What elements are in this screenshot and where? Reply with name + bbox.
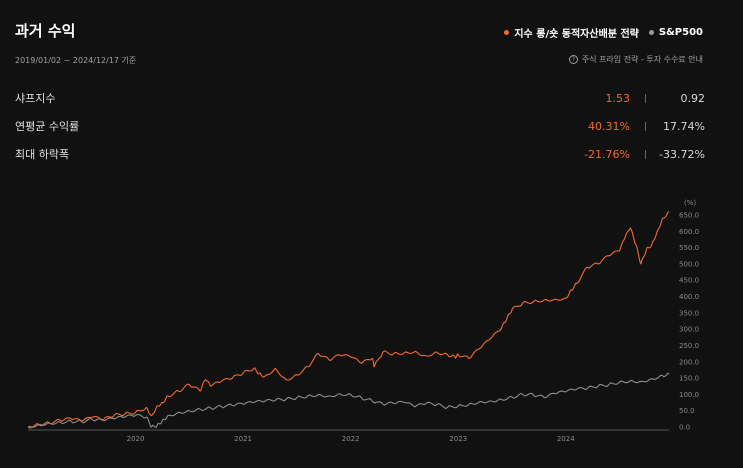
metric-strategy-value: 1.53 <box>605 91 631 105</box>
metric-divider <box>645 149 646 159</box>
chart-legend: 지수 롱/숏 동적자산배분 전략 S&P500 <box>504 25 703 40</box>
legend-item-benchmark: S&P500 <box>648 27 703 38</box>
metric-row-max-drawdown: 최대 하락폭 -21.76% -33.72% <box>15 140 705 168</box>
y-tick-label: 250.0 <box>679 342 699 350</box>
y-axis-unit-label: (%) <box>684 199 696 207</box>
y-tick-label: 600.0 <box>679 228 699 236</box>
disclaimer-label: 주식 프라임 전략 - 투자 수수료 안내 <box>581 55 703 64</box>
strategy-series-line <box>27 211 670 429</box>
y-tick-label: 550.0 <box>679 244 699 252</box>
y-tick-label: 400.0 <box>679 293 699 301</box>
x-tick-label: 2020 <box>127 435 145 443</box>
y-tick-label: 150.0 <box>679 375 699 383</box>
metric-label: 최대 하락폭 <box>15 148 70 161</box>
metric-strategy-value: 40.31% <box>588 119 630 133</box>
legend-strategy-label: 지수 롱/숏 동적자산배분 전략 <box>514 29 639 40</box>
x-tick-label: 2022 <box>342 435 360 443</box>
benchmark-series-line <box>27 372 670 428</box>
metric-label: 연평균 수익률 <box>15 120 80 133</box>
y-tick-label: 450.0 <box>679 277 699 285</box>
y-tick-label: 50.0 <box>679 407 695 415</box>
metric-benchmark-value: 0.92 <box>680 91 706 105</box>
y-tick-label: 500.0 <box>679 260 699 268</box>
metrics-table: 샤프지수 1.53 0.92 연평균 수익률 40.31% 17.74% 최대 … <box>15 84 705 168</box>
y-tick-label: 100.0 <box>679 391 699 399</box>
x-tick-label: 2023 <box>449 435 467 443</box>
legend-item-strategy: 지수 롱/숏 동적자산배분 전략 <box>504 25 639 40</box>
metric-strategy-value: -21.76% <box>584 147 630 161</box>
metric-benchmark-value: 17.74% <box>663 119 705 133</box>
y-tick-label: 650.0 <box>679 212 699 220</box>
y-tick-label: 200.0 <box>679 358 699 366</box>
y-tick-label: 300.0 <box>679 326 699 334</box>
legend-benchmark-label: S&P500 <box>658 27 703 38</box>
y-tick-label: 350.0 <box>679 309 699 317</box>
metric-divider <box>645 121 646 131</box>
y-tick-label: 0.0 <box>679 424 690 432</box>
metric-divider <box>645 93 646 103</box>
period-text: 2019/01/02 ~ 2024/12/17 기준 <box>15 56 137 65</box>
question-circle-icon: ? <box>568 55 578 64</box>
x-tick-label: 2024 <box>557 435 575 443</box>
page-title: 과거 수익 <box>15 22 76 40</box>
x-tick-label: 2021 <box>234 435 252 443</box>
metric-benchmark-value: -33.72% <box>659 147 705 161</box>
metric-label: 샤프지수 <box>15 92 56 105</box>
disclaimer-link[interactable]: ? 주식 프라임 전략 - 투자 수수료 안내 <box>568 54 703 65</box>
performance-chart: (%) 0.0 50.0 100.0 150.0 200.0 250.0 300.0 350.0… <box>27 199 699 443</box>
metric-row-annual-return: 연평균 수익률 40.31% 17.74% <box>15 112 705 140</box>
strategy-dot-icon <box>504 30 510 35</box>
metric-row-sharpe: 샤프지수 1.53 0.92 <box>15 84 705 112</box>
benchmark-dot-icon <box>648 30 654 35</box>
